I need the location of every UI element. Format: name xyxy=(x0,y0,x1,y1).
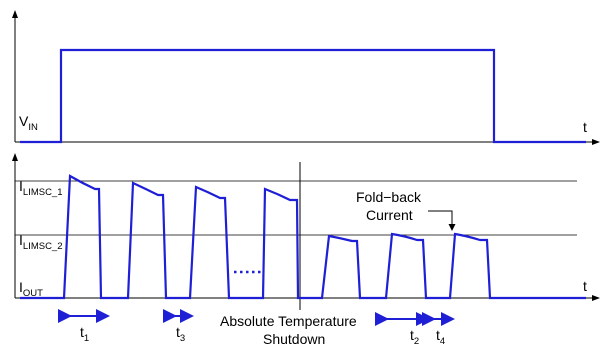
ats-label-line2: Shutdown xyxy=(263,331,325,345)
ats-label-line1: Absolute Temperature xyxy=(220,313,357,329)
vin-waveform xyxy=(20,48,586,144)
limsc2-label: ILIMSC_2 xyxy=(19,232,63,252)
foldback-pointer-arrow xyxy=(428,210,456,231)
time-markers: t1 t3 t2 t4 xyxy=(58,309,455,345)
vin-label: VIN xyxy=(19,113,38,133)
iout-plot: ILIMSC_1 ILIMSC_2 IOUT t Fold−back Curre… xyxy=(12,153,600,345)
t2-label: t2 xyxy=(410,327,419,345)
foldback-label-line2: Current xyxy=(366,207,413,223)
t3-label: t3 xyxy=(176,324,185,344)
t4-label: t4 xyxy=(436,327,445,345)
vin-plot: VIN t xyxy=(12,10,600,145)
iout-waveform xyxy=(20,174,586,300)
limsc1-label: ILIMSC_1 xyxy=(19,178,63,198)
iout-label: IOUT xyxy=(19,279,43,299)
t1-label: t1 xyxy=(80,324,89,344)
iout-t-label: t xyxy=(583,278,587,294)
vin-t-label: t xyxy=(583,119,587,135)
foldback-label-line1: Fold−back xyxy=(356,189,422,205)
